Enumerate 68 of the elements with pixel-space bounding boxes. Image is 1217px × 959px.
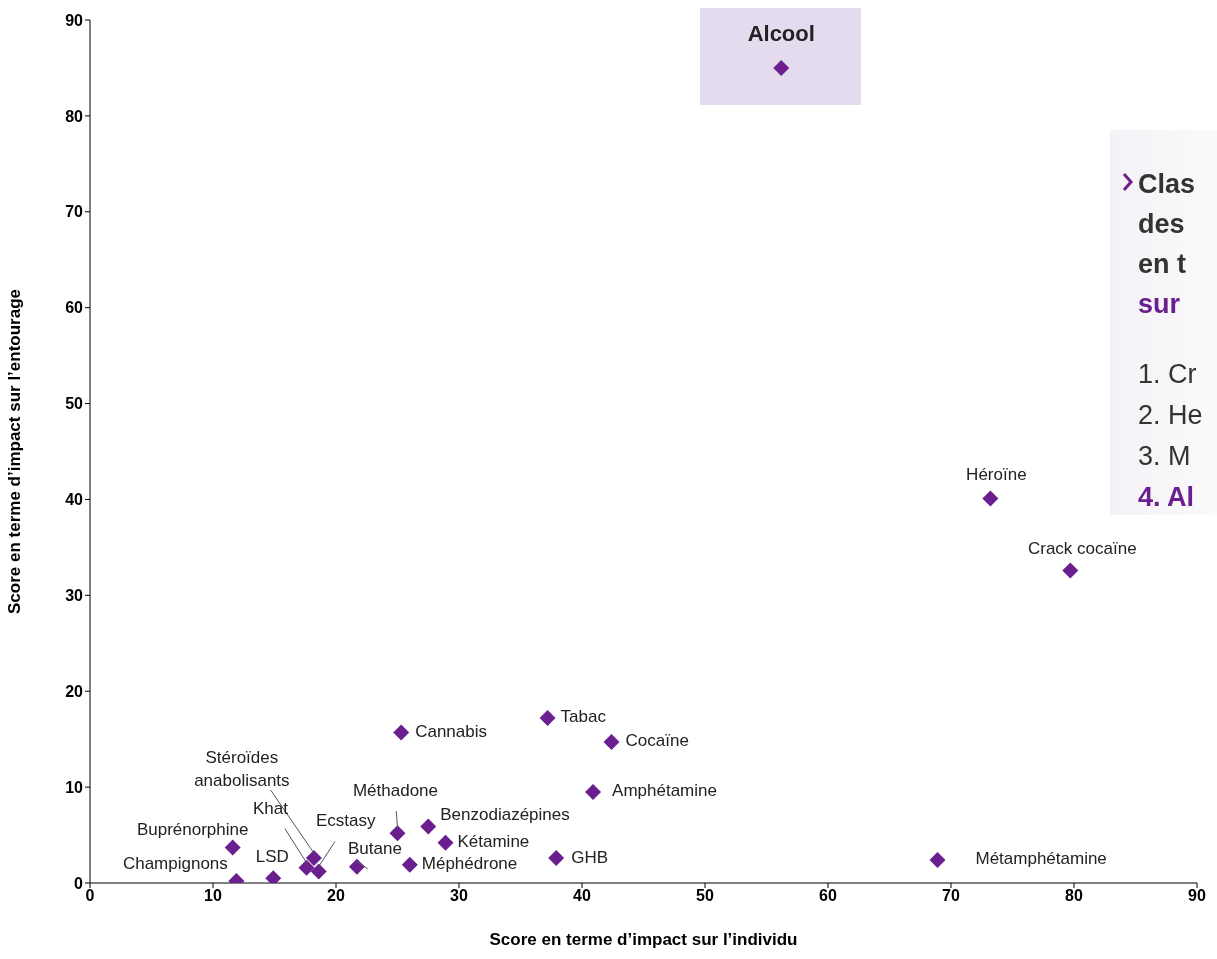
- y-tick-label: 20: [65, 682, 84, 700]
- x-tick-label: 10: [204, 887, 222, 905]
- point: [401, 856, 418, 873]
- annotation: Cocaïne: [625, 729, 689, 752]
- annotation: Ecstasy: [316, 810, 376, 832]
- annotation: en t: [1138, 248, 1187, 280]
- annotation: 4. Al: [1138, 481, 1195, 513]
- y-tick-label: 0: [74, 874, 84, 892]
- annotation: Méphédrone: [421, 852, 518, 875]
- point: [548, 850, 565, 867]
- annotation: Tabac: [560, 705, 606, 728]
- point: [1062, 562, 1079, 579]
- point: [310, 863, 327, 880]
- point: [389, 825, 406, 842]
- y-tick-label: 40: [65, 491, 84, 509]
- annotation: Héroïne: [966, 464, 1027, 486]
- annotation: 2. He: [1138, 399, 1203, 431]
- x-tick-label: 80: [1065, 887, 1083, 905]
- x-tick-label: 40: [573, 887, 591, 905]
- annotation: Stéroïdes anabolisants: [193, 747, 291, 793]
- x-tick-label: 70: [942, 887, 960, 905]
- y-axis-title: Score en terme d’impact sur l’entourage: [5, 289, 25, 614]
- annotation: Butane: [347, 837, 402, 860]
- point: [539, 710, 556, 727]
- annotation: des: [1138, 208, 1185, 240]
- point: [929, 851, 946, 868]
- annotation: Buprénorphine: [136, 818, 249, 841]
- annotation: Méthadone: [352, 779, 439, 802]
- annotation: LSD: [255, 845, 289, 868]
- point: [305, 850, 322, 867]
- y-tick-label: 60: [65, 299, 84, 317]
- annotation: Amphétamine: [612, 779, 717, 802]
- annotation: Khat: [252, 797, 288, 820]
- y-tick-label: 70: [65, 203, 84, 221]
- x-tick-label: 30: [450, 887, 468, 905]
- x-tick-label: 60: [819, 887, 837, 905]
- x-tick-label: 0: [85, 887, 95, 905]
- annotation: Cannabis: [415, 721, 488, 743]
- annotation: Alcool: [747, 20, 815, 49]
- point: [585, 783, 602, 800]
- x-tick-label: 50: [696, 887, 714, 905]
- annotation: Métamphétamine: [975, 847, 1107, 870]
- x-axis-title: Score en terme d’impact sur l’individu: [489, 930, 798, 949]
- annotation: 3. M: [1138, 440, 1191, 472]
- annotation: Champignons: [122, 852, 228, 875]
- point: [348, 858, 365, 875]
- annotation: sur: [1138, 288, 1181, 320]
- annotation: Crack cocaïne: [1027, 537, 1137, 560]
- point: [298, 859, 315, 876]
- point: [603, 734, 620, 751]
- point: [420, 818, 437, 835]
- x-tick-label: 90: [1188, 887, 1206, 905]
- x-tick-label: 20: [327, 887, 345, 905]
- annotation: GHB: [571, 846, 608, 869]
- point: [224, 839, 241, 856]
- y-tick-label: 30: [65, 587, 84, 605]
- y-tick-label: 50: [65, 395, 84, 413]
- annotation: 1. Cr: [1138, 358, 1197, 390]
- point: [393, 724, 410, 741]
- point: [982, 490, 999, 507]
- annotation: Clas: [1138, 168, 1196, 200]
- point: [437, 834, 454, 851]
- annotation: Kétamine: [457, 830, 530, 853]
- y-tick-label: 10: [65, 778, 84, 796]
- y-tick-label: 80: [65, 107, 84, 125]
- point: [773, 59, 790, 76]
- y-tick-label: 90: [65, 11, 84, 29]
- annotation: Benzodiazépines: [440, 803, 570, 826]
